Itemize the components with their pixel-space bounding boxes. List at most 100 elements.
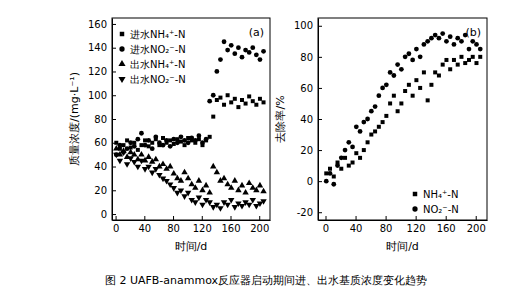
point [215,98,219,102]
legend: NH₄⁺-NNO₂⁻-N [412,189,458,215]
point [153,167,159,173]
y-tick-label: 120 [88,66,107,77]
point [358,129,363,134]
x-tick-mark [356,216,357,220]
point [193,138,198,143]
point [179,134,184,139]
point [171,170,177,176]
x-axis-line [319,220,488,221]
point [406,51,411,56]
point [131,160,137,166]
point [229,100,233,104]
point [124,162,130,168]
point [160,160,166,166]
x-axis-title: 时间/d [386,240,419,253]
point [433,70,437,74]
point [388,101,392,105]
legend-item: 出水NO₂⁻-N [118,74,185,85]
point [199,187,205,193]
y-tick-label: 100 [294,20,313,31]
point [240,98,244,102]
x-tick: 80 [167,216,180,234]
point [414,47,419,52]
point [361,120,366,125]
y-tick-label: 80 [94,114,107,125]
point [150,141,154,145]
point [214,169,220,175]
x-axis-title: 时间/d [175,240,208,253]
point [373,129,377,133]
point [351,161,355,165]
y-tick-mark [112,95,116,96]
point [240,55,245,60]
legend-symbol [120,32,124,36]
point [384,82,389,87]
y-tick-mark [318,88,322,89]
point [343,148,348,153]
x-tick-mark [202,216,203,220]
point [463,61,467,65]
point [125,146,130,151]
point [257,182,263,188]
point [455,36,460,41]
x-tick-label: 40 [138,223,151,234]
point [448,34,453,39]
point [228,184,234,190]
x-axis: 04080120160200 [319,216,488,234]
legend-label: 出水NO₂⁻-N [130,74,186,85]
point [478,55,482,59]
point [113,153,119,159]
point [410,58,415,63]
y-tick-mark [112,190,116,191]
point [411,94,415,98]
point [221,175,227,181]
point [403,54,408,59]
point [260,188,266,194]
x-tick: 40 [138,216,151,234]
point [470,39,475,44]
point [181,194,187,200]
point [324,179,329,184]
y-tick-mark [318,181,322,182]
point [474,42,479,47]
point [168,144,173,149]
y-tick: 0 [307,176,322,187]
y-axis: -20020406080100 [294,19,322,221]
point [376,93,381,98]
point [203,182,209,188]
point [247,94,251,98]
x-tick: 0 [113,216,119,234]
point [403,89,407,93]
point [113,145,119,151]
point [239,182,245,188]
point [328,171,333,176]
point [471,55,475,59]
panel: 04080120160200-20020406080100时间/d去除率/%(b… [274,18,488,253]
x-tick-label: 160 [437,223,456,234]
point [149,171,155,177]
point [183,143,187,147]
y-tick-mark [112,214,116,215]
point [211,93,216,98]
y-tick: 140 [88,42,116,53]
x-tick: 200 [467,216,486,234]
point [225,48,230,53]
x-axis: 04080120160200 [113,216,271,234]
point [185,175,191,181]
point [204,137,209,142]
point [114,141,118,145]
point [217,206,223,212]
point [440,31,445,36]
point [222,39,227,44]
point [167,163,173,169]
point [120,150,126,156]
y-tick: 120 [88,66,116,77]
point [369,109,374,114]
point [444,58,448,62]
point [418,54,423,59]
point [250,45,255,50]
legend-symbol [413,192,417,196]
x-tick-label: 80 [380,223,393,234]
series [113,150,267,211]
point [346,140,351,145]
